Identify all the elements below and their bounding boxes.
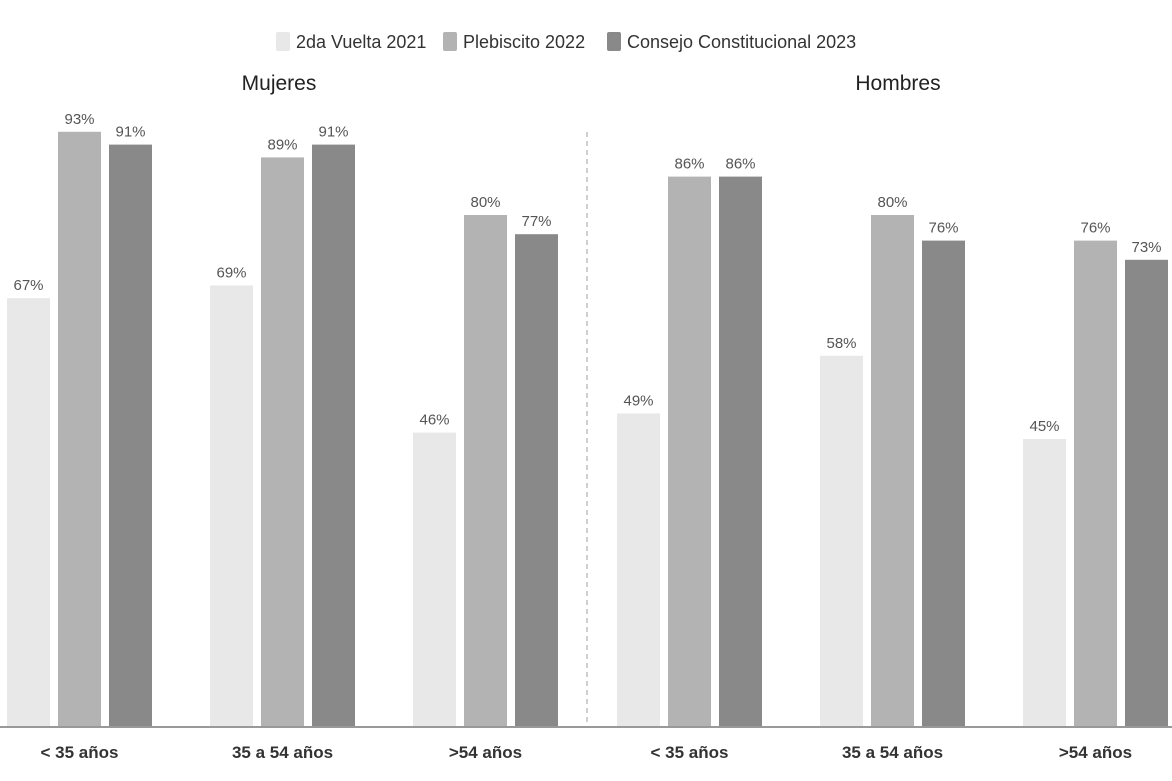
panel-title: Hombres <box>855 72 940 95</box>
legend-swatch <box>607 32 621 51</box>
bar-2da-vuelta-2021 <box>7 298 50 727</box>
bar-group-35-a-54-anos: 58% 80% 76% <box>820 194 965 727</box>
legend-label: Plebiscito 2022 <box>463 32 585 52</box>
bar-plebiscito-2022 <box>58 131 101 728</box>
data-label: 73% <box>1131 239 1161 256</box>
x-tick-label: < 35 años <box>41 743 119 762</box>
data-label: 93% <box>64 111 94 128</box>
data-label: 91% <box>318 124 348 141</box>
bar-plebiscito-2022 <box>464 215 507 727</box>
bar-consejo-constitucional-2023 <box>515 234 558 727</box>
legend-label: 2da Vuelta 2021 <box>296 32 426 52</box>
x-tick-label: >54 años <box>449 743 522 762</box>
bar-plebiscito-2022 <box>1074 240 1117 727</box>
data-label: 76% <box>928 220 958 237</box>
bar-2da-vuelta-2021 <box>1023 439 1066 727</box>
panel-mujeres: Mujeres 67% 93% 91% < 35 años 69% 89% 91% 35 a 5… <box>7 72 558 762</box>
legend-item-consejo-constitucional-2023: Consejo Constitucional 2023 <box>607 32 856 52</box>
x-tick-label: >54 años <box>1059 743 1132 762</box>
bar-group-35-anos: 67% 93% 91% <box>7 111 152 728</box>
data-label: 91% <box>115 124 145 141</box>
bar-plebiscito-2022 <box>668 176 711 728</box>
bar-plebiscito-2022 <box>871 215 914 727</box>
legend-item-2da-vuelta-2021: 2da Vuelta 2021 <box>276 32 426 52</box>
bar-plebiscito-2022 <box>261 157 304 727</box>
bar-group-35-anos: 49% 86% 86% <box>617 156 762 728</box>
data-label: 86% <box>725 156 755 173</box>
data-label: 58% <box>826 335 856 352</box>
bar-consejo-constitucional-2023 <box>312 144 355 728</box>
bar-group-54-anos: 45% 76% 73% <box>1023 220 1168 727</box>
data-label: 49% <box>623 392 653 409</box>
bar-consejo-constitucional-2023 <box>719 176 762 728</box>
data-label: 80% <box>470 194 500 211</box>
x-tick-label: 35 a 54 años <box>232 743 333 762</box>
bar-group-54-anos: 46% 80% 77% <box>413 194 558 727</box>
legend: 2da Vuelta 2021 Plebiscito 2022 Consejo Co… <box>276 32 856 52</box>
bar-2da-vuelta-2021 <box>413 432 456 727</box>
legend-label: Consejo Constitucional 2023 <box>627 32 856 52</box>
data-label: 45% <box>1029 418 1059 435</box>
bar-consejo-constitucional-2023 <box>1125 259 1168 727</box>
panel-hombres: Hombres 49% 86% 86% < 35 años 58% 80% 76% 35 a 5… <box>617 72 1168 762</box>
bar-consejo-constitucional-2023 <box>109 144 152 728</box>
x-tick-label: < 35 años <box>651 743 729 762</box>
data-label: 76% <box>1080 220 1110 237</box>
data-label: 46% <box>419 412 449 429</box>
data-label: 89% <box>267 136 297 153</box>
x-tick-label: 35 a 54 años <box>842 743 943 762</box>
data-label: 86% <box>674 156 704 173</box>
bar-2da-vuelta-2021 <box>210 285 253 727</box>
bar-group-35-a-54-anos: 69% 89% 91% <box>210 124 355 728</box>
bar-2da-vuelta-2021 <box>820 355 863 727</box>
chart-panels: Mujeres 67% 93% 91% < 35 años 69% 89% 91% 35 a 5… <box>7 72 1168 762</box>
data-label: 67% <box>13 277 43 294</box>
legend-swatch <box>276 32 290 51</box>
bar-consejo-constitucional-2023 <box>922 240 965 727</box>
legend-item-plebiscito-2022: Plebiscito 2022 <box>443 32 585 52</box>
bar-2da-vuelta-2021 <box>617 413 660 727</box>
panel-title: Mujeres <box>242 72 317 95</box>
data-label: 80% <box>877 194 907 211</box>
legend-swatch <box>443 32 457 51</box>
data-label: 69% <box>216 264 246 281</box>
data-label: 77% <box>521 213 551 230</box>
